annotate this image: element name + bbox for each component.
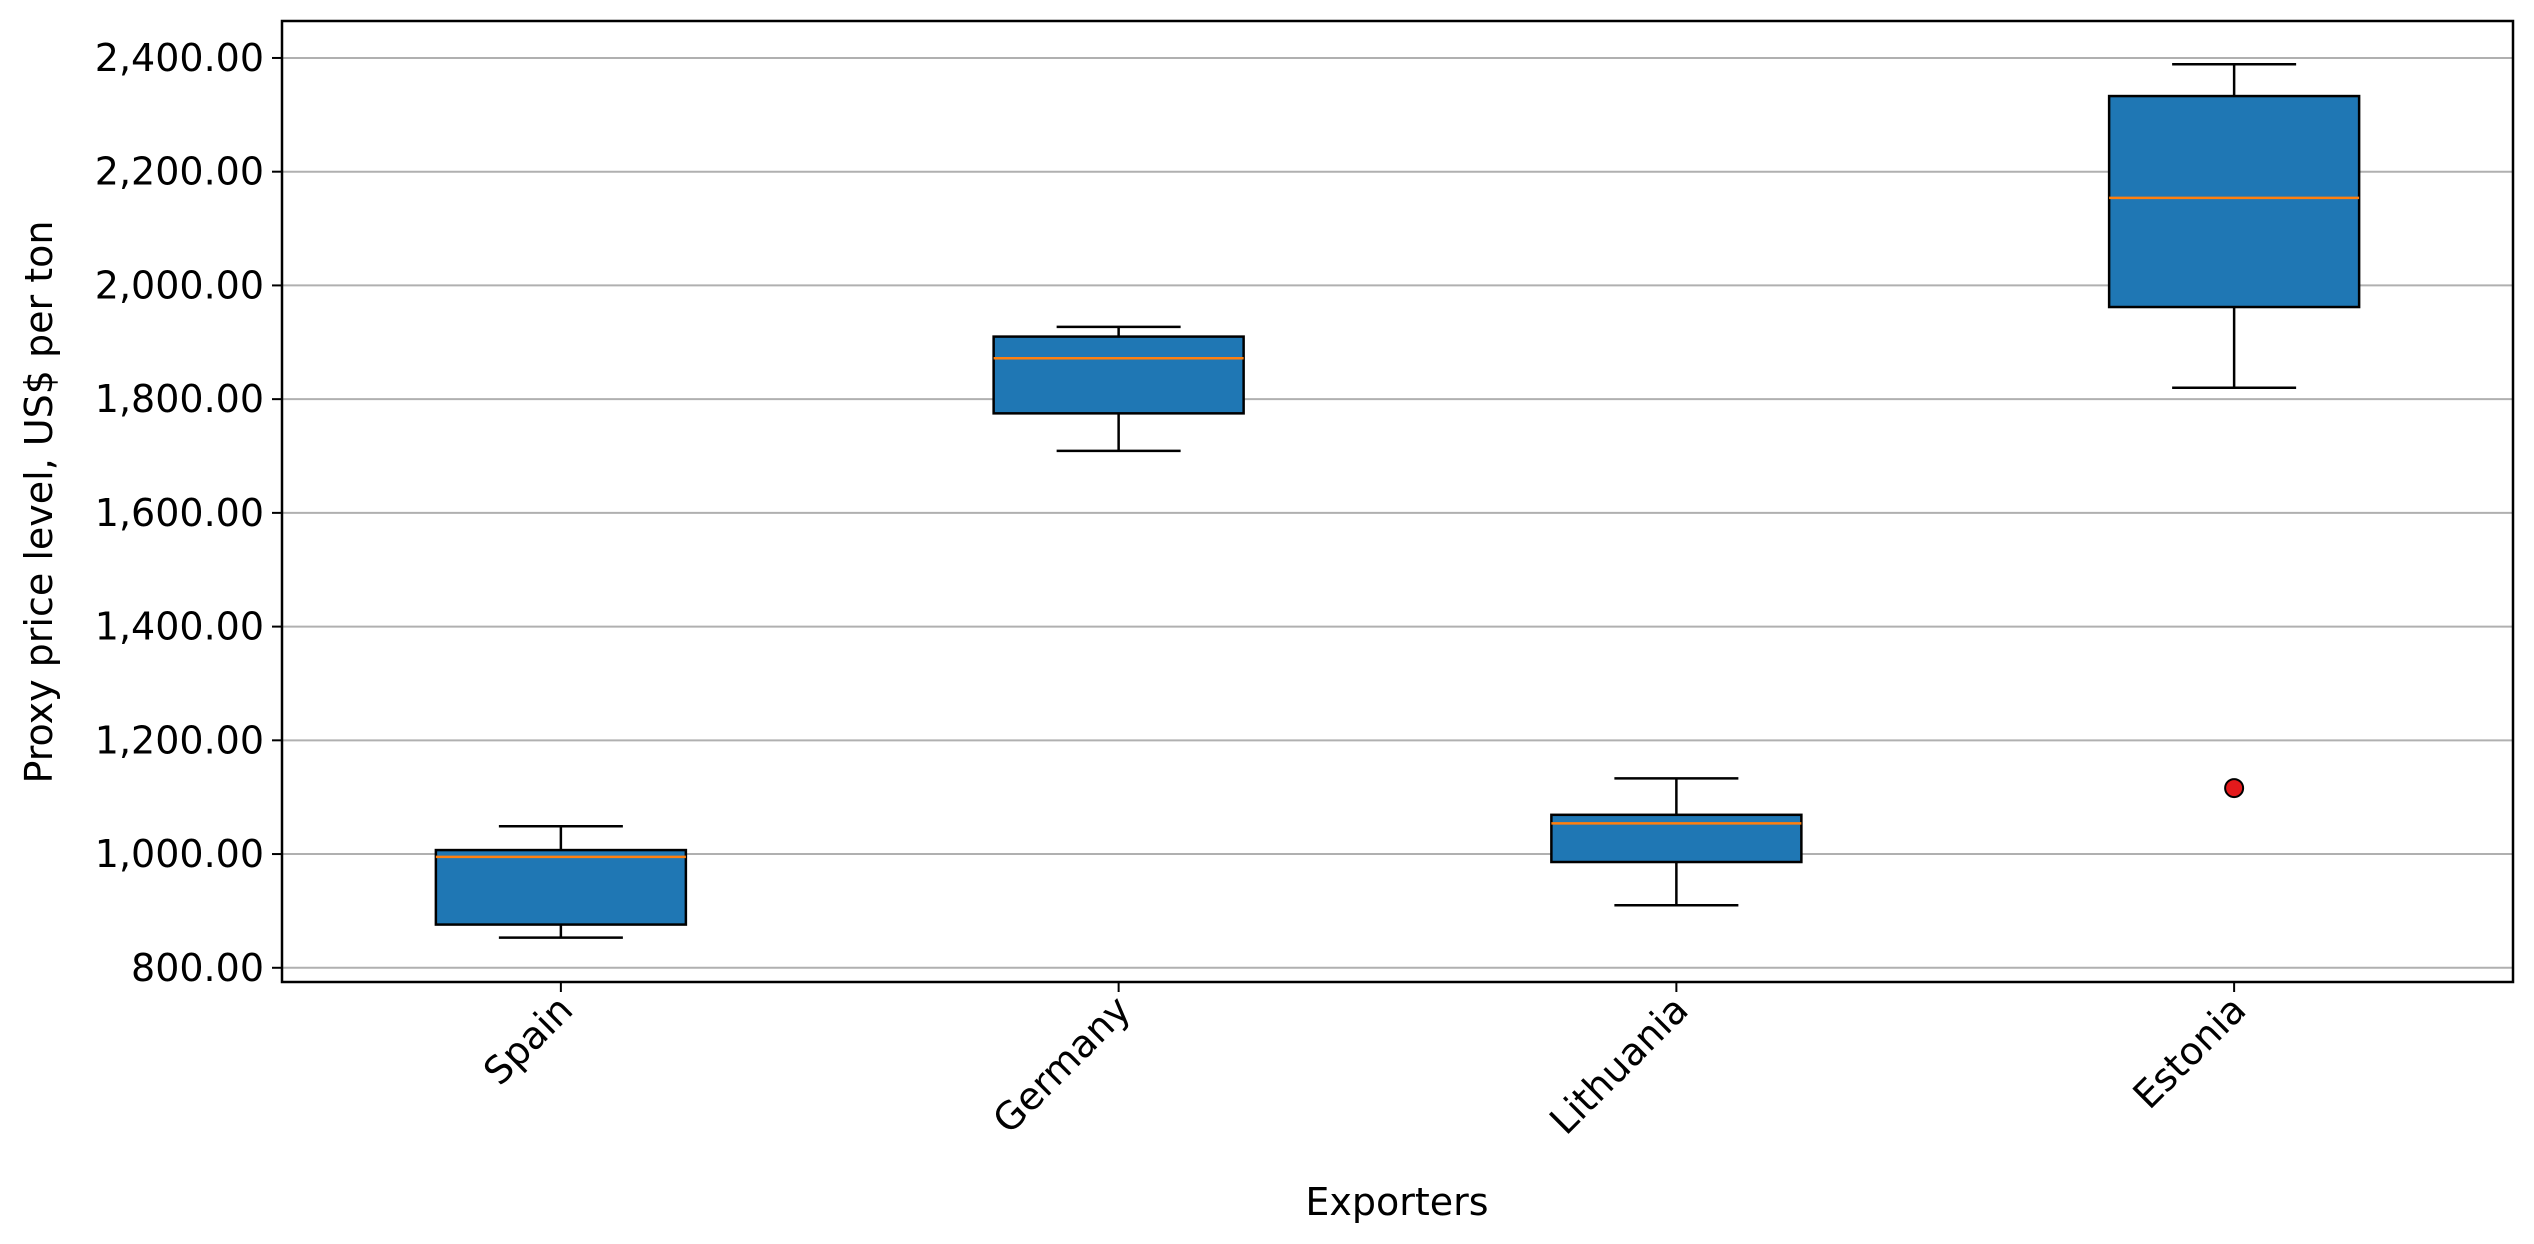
box-germany: [992, 325, 1245, 453]
x-axis-title: Exporters: [1305, 1180, 1488, 1224]
y-tick-label: 2,200.00: [95, 150, 264, 194]
box-series: [434, 62, 2361, 939]
y-tick-label: 1,000.00: [95, 832, 264, 876]
iqr-box: [434, 848, 688, 926]
plot-frame: [280, 19, 2515, 984]
y-axis-title: Proxy price level, US$ per ton: [17, 221, 61, 784]
y-tick-label: 800.00: [131, 946, 264, 990]
y-tick-label: 2,000.00: [95, 263, 264, 307]
y-axis-ticks: 800.00 1,000.00 1,200.00 1,400.00 1,600.00 1,…: [95, 36, 282, 990]
y-tick-label: 1,200.00: [95, 718, 264, 762]
box-lithuania: [1550, 777, 1803, 907]
iqr-box: [1550, 813, 1803, 864]
y-tick-label: 1,800.00: [95, 377, 264, 421]
iqr-box: [2107, 94, 2361, 309]
iqr-box: [992, 335, 1245, 415]
box-spain: [434, 824, 688, 939]
y-tick-label: 1,400.00: [95, 605, 264, 649]
y-tick-label: 1,600.00: [95, 491, 264, 535]
y-tick-label: 2,400.00: [95, 36, 264, 80]
outlier-point: [2224, 778, 2245, 799]
box-estonia: [2107, 62, 2361, 799]
